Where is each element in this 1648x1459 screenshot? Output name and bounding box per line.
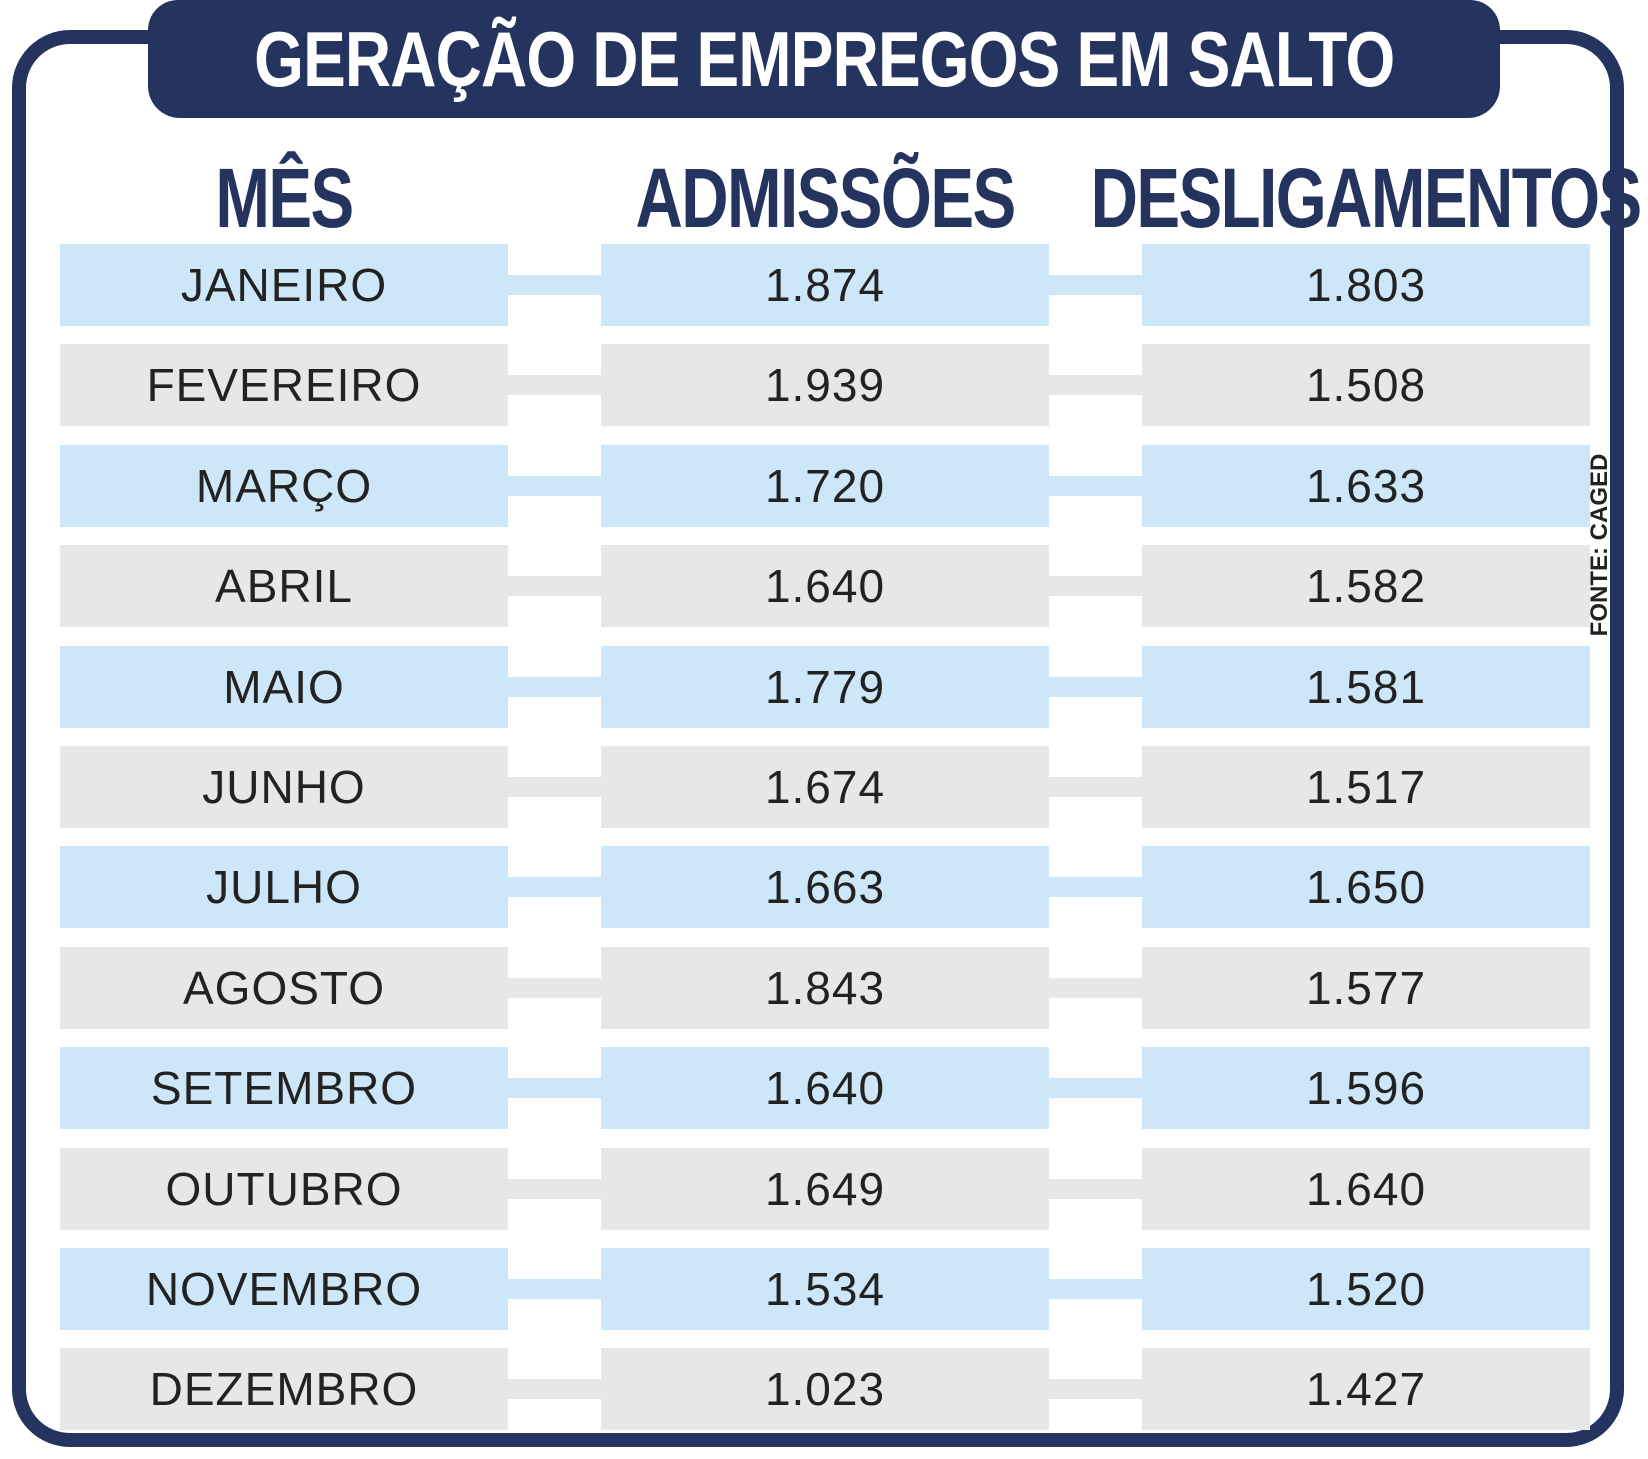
row-connector — [508, 877, 601, 898]
admissions-cell: 1.663 — [601, 846, 1049, 929]
row-connector — [1049, 275, 1142, 295]
admissions-cell: 1.779 — [601, 645, 1049, 728]
row-connector — [1049, 375, 1142, 396]
admissions-cell: 1.649 — [601, 1147, 1049, 1230]
row-connector — [508, 475, 601, 496]
row-connector — [508, 275, 601, 295]
table-row: JANEIRO 1.874 1.803 — [60, 244, 1590, 326]
dismissals-cell: 1.508 — [1142, 344, 1590, 427]
row-connector — [1049, 1178, 1142, 1199]
source-note: FONTE: CAGED — [1586, 453, 1613, 637]
row-connector — [508, 1379, 601, 1400]
dismissals-cell: 1.596 — [1142, 1047, 1590, 1130]
admissions-cell: 1.843 — [601, 946, 1049, 1029]
row-connector — [1049, 1379, 1142, 1400]
dismissals-cell: 1.650 — [1142, 846, 1590, 929]
admissions-cell: 1.640 — [601, 545, 1049, 628]
row-connector — [1049, 777, 1142, 797]
month-cell: ABRIL — [60, 545, 508, 628]
table-row: NOVEMBRO 1.534 1.520 — [60, 1248, 1590, 1330]
dismissals-cell: 1.427 — [1142, 1348, 1590, 1431]
row-connector — [1049, 676, 1142, 697]
table-row: MARÇO 1.720 1.633 — [60, 444, 1590, 527]
month-cell: SETEMBRO — [60, 1047, 508, 1130]
admissions-cell: 1.674 — [601, 746, 1049, 828]
table-row: ABRIL 1.640 1.582 — [60, 545, 1590, 628]
table-row: JUNHO 1.674 1.517 — [60, 746, 1590, 828]
dismissals-cell: 1.520 — [1142, 1248, 1590, 1330]
table-row: DEZEMBRO 1.023 1.427 — [60, 1348, 1590, 1431]
month-cell: DEZEMBRO — [60, 1348, 508, 1431]
table-row: AGOSTO 1.843 1.577 — [60, 946, 1590, 1029]
row-connector — [1049, 877, 1142, 898]
month-cell: JUNHO — [60, 746, 508, 828]
row-connector — [1049, 475, 1142, 496]
month-cell: JANEIRO — [60, 244, 508, 326]
row-connector — [1049, 977, 1142, 998]
row-connector — [508, 977, 601, 998]
month-cell: MAIO — [60, 645, 508, 728]
table-row: SETEMBRO 1.640 1.596 — [60, 1047, 1590, 1130]
admissions-cell: 1.023 — [601, 1348, 1049, 1431]
row-connector — [508, 1178, 601, 1199]
column-header-mes: MÊS — [215, 150, 354, 245]
row-connector — [1049, 576, 1142, 597]
admissions-cell: 1.874 — [601, 244, 1049, 326]
row-connector — [508, 676, 601, 697]
month-cell: AGOSTO — [60, 946, 508, 1029]
dismissals-cell: 1.577 — [1142, 946, 1590, 1029]
dismissals-cell: 1.633 — [1142, 444, 1590, 527]
dismissals-cell: 1.517 — [1142, 746, 1590, 828]
column-header-admissoes: ADMISSÕES — [635, 150, 1016, 245]
dismissals-cell: 1.582 — [1142, 545, 1590, 628]
dismissals-cell: 1.581 — [1142, 645, 1590, 728]
title-banner: GERAÇÃO DE EMPREGOS EM SALTO — [148, 0, 1500, 118]
row-connector — [508, 1279, 601, 1299]
month-cell: MARÇO — [60, 444, 508, 527]
month-cell: NOVEMBRO — [60, 1248, 508, 1330]
dismissals-cell: 1.803 — [1142, 244, 1590, 326]
table-row: MAIO 1.779 1.581 — [60, 645, 1590, 728]
admissions-cell: 1.939 — [601, 344, 1049, 427]
month-cell: OUTUBRO — [60, 1147, 508, 1230]
table-row: FEVEREIRO 1.939 1.508 — [60, 344, 1590, 427]
row-connector — [508, 576, 601, 597]
month-cell: JULHO — [60, 846, 508, 929]
column-header-desligamentos: DESLIGAMENTOS — [1090, 150, 1643, 245]
month-cell: FEVEREIRO — [60, 344, 508, 427]
table-row: JULHO 1.663 1.650 — [60, 846, 1590, 929]
row-connector — [508, 1078, 601, 1099]
admissions-cell: 1.640 — [601, 1047, 1049, 1130]
row-connector — [1049, 1078, 1142, 1099]
row-connector — [1049, 1279, 1142, 1299]
admissions-cell: 1.720 — [601, 444, 1049, 527]
admissions-cell: 1.534 — [601, 1248, 1049, 1330]
row-connector — [508, 375, 601, 396]
table-row: OUTUBRO 1.649 1.640 — [60, 1147, 1590, 1230]
chart-title: GERAÇÃO DE EMPREGOS EM SALTO — [253, 14, 1395, 103]
dismissals-cell: 1.640 — [1142, 1147, 1590, 1230]
row-connector — [508, 777, 601, 797]
